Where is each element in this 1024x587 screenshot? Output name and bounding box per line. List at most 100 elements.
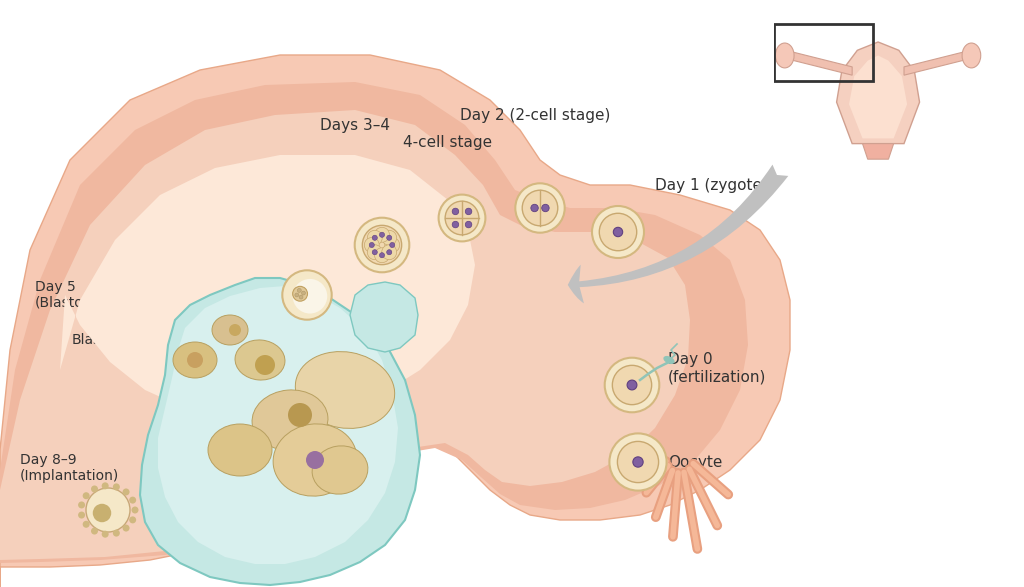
Circle shape [609, 433, 667, 491]
Text: Blastocoel: Blastocoel [72, 333, 143, 347]
Circle shape [293, 286, 307, 301]
Circle shape [91, 485, 98, 492]
Circle shape [365, 238, 379, 252]
Circle shape [131, 507, 138, 514]
Circle shape [288, 403, 312, 427]
Polygon shape [790, 51, 852, 75]
Circle shape [129, 497, 136, 504]
Circle shape [113, 483, 120, 490]
Circle shape [229, 324, 241, 336]
Circle shape [382, 245, 396, 259]
Circle shape [301, 291, 305, 295]
Text: Day 8–9
(Implantation): Day 8–9 (Implantation) [20, 453, 119, 483]
Circle shape [380, 252, 385, 258]
Text: Day 0
(fertilization): Day 0 (fertilization) [668, 352, 766, 384]
Circle shape [187, 352, 203, 368]
Circle shape [592, 206, 644, 258]
Polygon shape [0, 55, 790, 587]
Ellipse shape [212, 315, 248, 345]
Circle shape [613, 227, 623, 237]
Polygon shape [60, 155, 475, 415]
Polygon shape [862, 144, 894, 159]
Text: Day 2 (2-cell stage): Day 2 (2-cell stage) [460, 108, 610, 123]
Circle shape [617, 441, 658, 483]
Circle shape [387, 249, 392, 255]
Circle shape [306, 451, 324, 469]
Ellipse shape [312, 446, 368, 494]
Circle shape [129, 517, 136, 524]
Circle shape [293, 279, 328, 313]
Ellipse shape [273, 424, 357, 496]
Ellipse shape [236, 340, 285, 380]
Circle shape [375, 248, 389, 263]
Circle shape [465, 208, 472, 215]
Ellipse shape [208, 424, 272, 476]
Polygon shape [837, 42, 920, 144]
Circle shape [83, 492, 90, 499]
Circle shape [453, 221, 459, 228]
Text: Day 5
(Blastocyst): Day 5 (Blastocyst) [35, 280, 118, 310]
Circle shape [299, 295, 303, 299]
Circle shape [86, 488, 130, 532]
Circle shape [380, 232, 385, 237]
Circle shape [362, 225, 401, 265]
Bar [774, 24, 872, 82]
Text: Days 3–4: Days 3–4 [319, 118, 390, 133]
Circle shape [368, 245, 382, 259]
Circle shape [453, 208, 459, 215]
Circle shape [113, 529, 120, 537]
Circle shape [382, 230, 396, 245]
Circle shape [633, 457, 643, 467]
Circle shape [101, 483, 109, 490]
Circle shape [390, 242, 395, 248]
Circle shape [93, 504, 112, 522]
Polygon shape [158, 286, 398, 564]
Circle shape [123, 488, 130, 495]
Polygon shape [0, 110, 690, 560]
Circle shape [101, 531, 109, 538]
Circle shape [605, 357, 659, 412]
Circle shape [387, 235, 392, 240]
Circle shape [515, 183, 564, 232]
Circle shape [445, 201, 479, 235]
Text: Day 1 (zygote): Day 1 (zygote) [655, 178, 768, 193]
Polygon shape [350, 282, 418, 352]
Ellipse shape [963, 43, 981, 68]
Circle shape [255, 355, 275, 375]
Circle shape [295, 293, 299, 297]
Polygon shape [0, 82, 748, 563]
Text: 8-cell stage: 8-cell stage [265, 165, 354, 180]
Ellipse shape [252, 390, 328, 450]
Circle shape [465, 221, 472, 228]
Ellipse shape [173, 342, 217, 378]
Circle shape [297, 288, 301, 292]
Circle shape [83, 521, 90, 528]
Circle shape [370, 242, 375, 248]
Circle shape [354, 218, 410, 272]
Text: 4-cell stage: 4-cell stage [403, 135, 493, 150]
Circle shape [542, 204, 549, 212]
Circle shape [612, 365, 651, 404]
Circle shape [283, 270, 332, 320]
Polygon shape [849, 56, 907, 139]
Circle shape [385, 238, 399, 252]
Circle shape [91, 528, 98, 535]
Ellipse shape [295, 352, 394, 429]
Circle shape [375, 227, 389, 242]
Circle shape [438, 195, 485, 241]
Ellipse shape [775, 43, 794, 68]
Circle shape [372, 249, 377, 255]
Circle shape [627, 380, 637, 390]
Ellipse shape [664, 356, 675, 364]
Circle shape [599, 213, 637, 251]
Circle shape [372, 235, 377, 240]
Text: Oocyte: Oocyte [668, 454, 722, 470]
Circle shape [368, 230, 382, 245]
Circle shape [78, 511, 85, 518]
Circle shape [530, 204, 539, 212]
Polygon shape [140, 278, 420, 585]
Text: Inner cell mass: Inner cell mass [205, 241, 309, 255]
Circle shape [123, 525, 130, 532]
Circle shape [522, 190, 558, 226]
Circle shape [78, 501, 85, 508]
